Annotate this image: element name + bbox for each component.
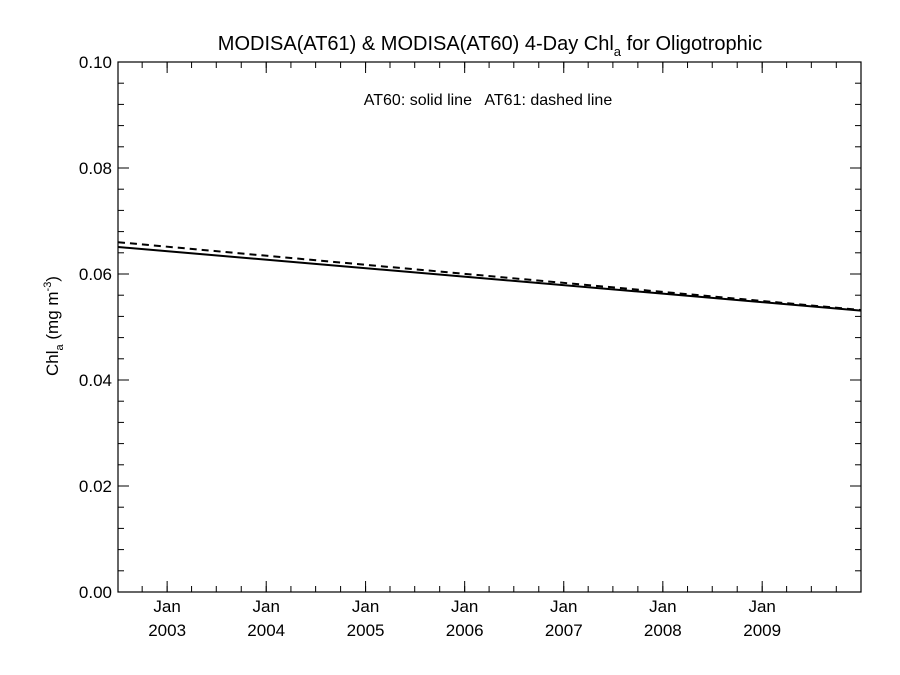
x-tick-month-label: Jan (253, 597, 280, 616)
x-tick-month-label: Jan (550, 597, 577, 616)
y-tick-label: 0.02 (79, 477, 112, 496)
y-axis-label: Chla (mg m-3) (42, 276, 66, 376)
x-tick-year-label: 2008 (644, 621, 682, 640)
x-tick-month-label: Jan (649, 597, 676, 616)
x-tick-month-label: Jan (153, 597, 180, 616)
y-tick-label: 0.04 (79, 371, 112, 390)
x-tick-month-label: Jan (352, 597, 379, 616)
x-tick-year-label: 2007 (545, 621, 583, 640)
x-tick-year-label: 2005 (347, 621, 385, 640)
x-tick-year-label: 2006 (446, 621, 484, 640)
y-tick-label: 0.00 (79, 583, 112, 602)
x-tick-year-label: 2003 (148, 621, 186, 640)
series-line-at60 (117, 246, 862, 312)
plot-area: 0.00 0.02 0.04 0.06 0.08 0.10 Jan 2003 Jan 2004 Ja… (79, 53, 862, 640)
y-tick-label: 0.10 (79, 53, 112, 72)
x-tick-year-label: 2009 (743, 621, 781, 640)
line-style-note: AT60: solid line AT61: dashed line (364, 92, 613, 109)
x-tick-month-label: Jan (748, 597, 775, 616)
chart-title: MODISA(AT61) & MODISA(AT60) 4-Day Chla f… (218, 33, 762, 59)
series-line-at61 (117, 241, 862, 311)
plot-frame (117, 61, 862, 593)
x-tick-month-label: Jan (451, 597, 478, 616)
y-tick-label: 0.08 (79, 159, 112, 178)
y-tick-label: 0.06 (79, 265, 112, 284)
x-tick-year-label: 2004 (247, 621, 285, 640)
